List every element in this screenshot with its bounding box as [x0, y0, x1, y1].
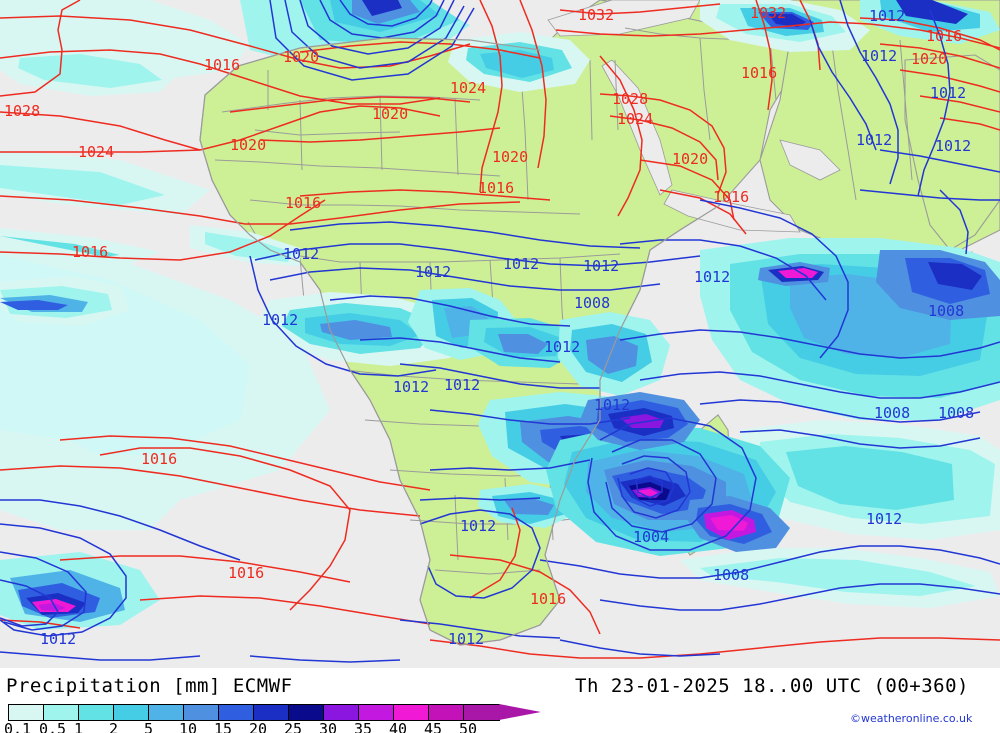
legend-swatch	[359, 705, 394, 720]
legend-tick: 30	[319, 720, 338, 733]
country-borders	[214, 27, 913, 575]
legend-swatch	[394, 705, 429, 720]
legend-swatch	[429, 705, 464, 720]
legend-swatch	[254, 705, 289, 720]
legend-tick: 15	[214, 720, 233, 733]
legend-swatch	[44, 705, 79, 720]
legend-tick: 0.5	[39, 720, 67, 733]
legend-tick: 40	[389, 720, 408, 733]
isobars-low	[0, 0, 1000, 663]
legend-swatch	[324, 705, 359, 720]
legend-swatch	[9, 705, 44, 720]
legend-tick: 1	[74, 720, 84, 733]
legend-tick: 10	[179, 720, 198, 733]
isobars-high	[0, 0, 1000, 659]
legend-tick-labels: 0.1 0.5 1 2 5 10 15 20 25 30 35 40 45 50	[4, 720, 538, 733]
precip-layer-north	[0, 0, 1000, 96]
legend-swatch	[184, 705, 219, 720]
legend-tick: 25	[284, 720, 303, 733]
legend-tick: 0.1	[4, 720, 32, 733]
legend-tick: 50	[459, 720, 478, 733]
chart-title: Precipitation [mm] ECMWF	[6, 675, 293, 697]
precipitation-legend[interactable]: 0.1 0.5 1 2 5 10 15 20 25 30 35 40 45 50	[4, 704, 541, 733]
legend-tick: 2	[109, 720, 119, 733]
legend-tick: 20	[249, 720, 268, 733]
precipitation-map[interactable]: 1028 1024 1016 1016 1020 1020 1016 1020 1024 1020…	[0, 0, 1000, 668]
map-canvas	[0, 0, 1000, 663]
legend-swatch	[114, 705, 149, 720]
forecast-timestamp: Th 23-01-2025 18..00 UTC (00+360)	[575, 675, 969, 697]
copyright-notice: ©weatheronline.co.uk	[850, 712, 973, 725]
legend-tick: 5	[144, 720, 154, 733]
legend-tick: 35	[354, 720, 373, 733]
legend-swatch	[464, 705, 499, 720]
legend-swatch	[289, 705, 324, 720]
coastlines	[199, 37, 721, 646]
precip-layer-indian-ocean	[0, 238, 1000, 608]
legend-colorbar[interactable]	[8, 704, 500, 721]
legend-swatch	[219, 705, 254, 720]
map-footer: Precipitation [mm] ECMWF Th 23-01-2025 1…	[0, 668, 1000, 733]
legend-swatch	[79, 705, 114, 720]
legend-tick: 45	[424, 720, 443, 733]
legend-overflow-arrow-icon	[499, 704, 541, 720]
legend-swatch	[149, 705, 184, 720]
